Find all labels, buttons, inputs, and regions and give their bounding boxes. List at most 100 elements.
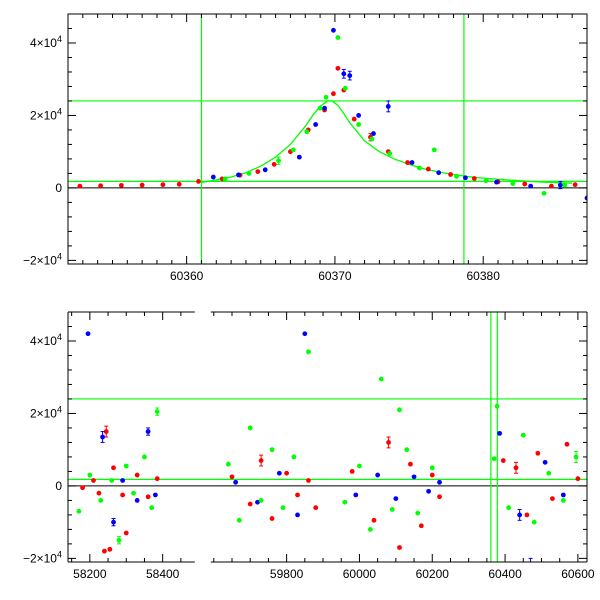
data-point <box>531 519 537 525</box>
data-point <box>85 331 91 337</box>
data-point <box>560 498 566 503</box>
data-point <box>77 183 83 189</box>
data-point <box>378 376 384 382</box>
data-point <box>542 459 548 465</box>
data-point <box>417 165 422 171</box>
data-point <box>356 122 362 127</box>
data-point <box>535 450 541 456</box>
data-point <box>408 461 413 467</box>
data-point <box>302 331 308 337</box>
data-point <box>371 517 377 523</box>
data-point <box>572 182 578 188</box>
data-point <box>291 454 297 460</box>
data-point <box>335 65 341 71</box>
data-point <box>524 512 530 518</box>
data-point <box>415 510 421 516</box>
y-tick-label: 0 <box>55 479 62 493</box>
data-point <box>347 73 353 78</box>
data-point <box>295 492 300 498</box>
data-point <box>123 463 129 469</box>
data-point <box>258 458 264 463</box>
y-tick-label: 4×104 <box>30 332 62 348</box>
data-point <box>409 160 415 165</box>
data-point <box>500 458 506 463</box>
x-tick-label: 58200 <box>73 567 107 581</box>
data-point <box>96 490 102 496</box>
plot-area <box>68 14 587 264</box>
data-point <box>425 166 431 172</box>
y-axis: −2×104 0 2×104 4×104 <box>23 325 587 565</box>
data-point <box>557 182 563 188</box>
data-point <box>341 71 347 77</box>
data-point <box>520 432 526 438</box>
data-point <box>522 181 528 187</box>
data-point <box>351 116 357 122</box>
data-point <box>573 454 579 460</box>
data-point <box>269 447 275 453</box>
data-point <box>510 181 516 186</box>
data-point <box>306 478 311 483</box>
data-point <box>405 160 410 165</box>
data-point <box>491 456 497 462</box>
y-tick-label: 2×104 <box>30 404 62 420</box>
y-tick-label: 0 <box>55 181 62 195</box>
data-point <box>323 94 329 100</box>
data-point <box>371 131 376 136</box>
data-point <box>255 499 260 505</box>
data-point <box>560 492 566 498</box>
data-point <box>584 195 587 201</box>
data-point <box>134 472 140 478</box>
data-point <box>247 425 253 431</box>
x-tick-label: 60600 <box>561 567 595 581</box>
data-point <box>397 545 402 550</box>
data-point <box>389 507 395 512</box>
data-point <box>393 496 399 501</box>
x-tick-label: 60380 <box>467 269 501 283</box>
x-tick-label: 59800 <box>270 567 304 581</box>
data-point <box>116 537 122 543</box>
data-point <box>255 169 261 175</box>
data-point <box>431 147 437 153</box>
data-point <box>562 182 568 188</box>
data-point <box>357 463 362 469</box>
y-tick-label: 4×104 <box>30 34 62 50</box>
data-point <box>284 470 290 476</box>
data-point <box>463 175 468 181</box>
data-point <box>386 440 391 445</box>
data-point <box>369 136 375 142</box>
x-tick-label: 60200 <box>416 567 450 581</box>
data-point <box>437 494 442 500</box>
data-point <box>528 183 534 189</box>
data-point <box>494 179 499 185</box>
data-point <box>342 499 348 505</box>
data-point <box>342 85 348 91</box>
data-point <box>429 472 435 478</box>
data-point <box>541 190 547 196</box>
series-points <box>222 35 568 196</box>
data-point <box>356 113 362 118</box>
x-tick-label: 60000 <box>343 567 377 581</box>
data-point <box>426 488 432 494</box>
data-point <box>111 465 116 471</box>
data-point <box>152 492 158 498</box>
data-point <box>91 478 96 483</box>
panel-1: 60360 60370 60380 −2×104 0 2×104 4×104 <box>23 13 588 283</box>
data-point <box>111 519 116 525</box>
data-point <box>375 472 381 478</box>
data-point <box>497 430 503 436</box>
data-point <box>134 498 140 503</box>
data-point <box>236 172 241 178</box>
data-point <box>280 505 286 511</box>
data-point <box>313 505 319 511</box>
data-point <box>564 441 570 447</box>
data-point <box>295 512 300 518</box>
data-point <box>98 183 104 189</box>
data-point <box>107 546 113 552</box>
data-point <box>404 447 410 453</box>
data-point <box>575 476 581 482</box>
data-point <box>331 27 336 33</box>
data-point <box>331 91 336 97</box>
data-point <box>296 154 302 160</box>
data-point <box>247 501 253 507</box>
